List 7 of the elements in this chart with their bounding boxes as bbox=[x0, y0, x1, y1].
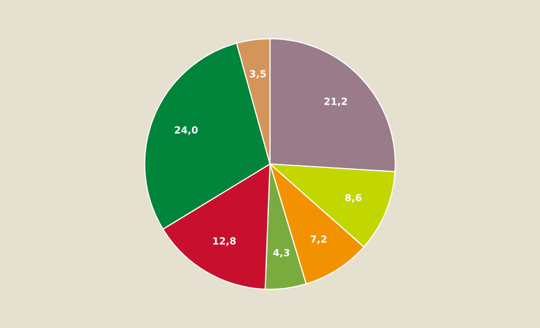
data-label: 24,0 bbox=[174, 126, 198, 135]
data-label: 4,3 bbox=[273, 248, 290, 258]
data-label: 3,5 bbox=[250, 70, 266, 79]
data-label: 12,8 bbox=[213, 237, 236, 246]
data-label: 21,2 bbox=[324, 98, 347, 106]
data-label: 7,2 bbox=[310, 235, 326, 244]
data-label: 8,6 bbox=[345, 194, 362, 203]
